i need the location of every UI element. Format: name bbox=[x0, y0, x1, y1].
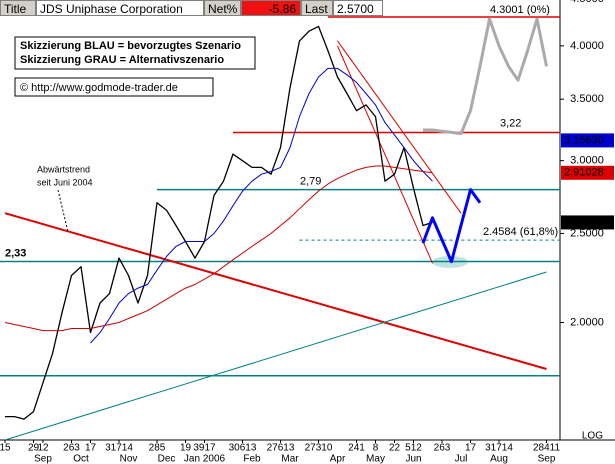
x-tick-label: 8 bbox=[373, 443, 379, 454]
x-month-label: Mar bbox=[281, 454, 299, 464]
x-month-label: Apr bbox=[330, 454, 346, 464]
x-tick-label: 15 bbox=[0, 443, 11, 454]
x-tick-label: 285 bbox=[149, 443, 166, 454]
x-month-label: Nov bbox=[120, 454, 138, 464]
x-month-label: Feb bbox=[243, 454, 261, 464]
x-month-label: Jul bbox=[455, 454, 468, 464]
copyright: © http://www.godmode-trader.de bbox=[20, 82, 178, 94]
plot: 2,33 2,79 3,22 4.3001 (0%) 2.4584 (61,8%) bbox=[0, 4, 560, 441]
price-tag bbox=[561, 133, 614, 148]
x-month-label: Sep bbox=[538, 454, 556, 464]
x-tick-label: 30613 bbox=[229, 443, 257, 454]
x-tick-label: 27613 bbox=[267, 443, 295, 454]
header-name: JDS Uniphase Corporation bbox=[36, 0, 204, 16]
x-tick-label: 22 bbox=[389, 443, 401, 454]
trend-line bbox=[337, 45, 433, 264]
x-tick-label: 241 bbox=[348, 443, 365, 454]
price-tag-label: 2.91028 bbox=[564, 167, 604, 179]
legend-box bbox=[14, 36, 256, 70]
y-tick-label: 2.0000 bbox=[570, 316, 604, 328]
x-tick-label: 263 bbox=[63, 443, 80, 454]
x-tick-label: 17 bbox=[85, 443, 97, 454]
series-line bbox=[5, 25, 433, 420]
header-label: Title bbox=[0, 0, 36, 16]
note: Skizzierung GRAU = Alternativszenario bbox=[20, 54, 224, 66]
series-line bbox=[423, 17, 548, 136]
x-month-label: Jan 2006 bbox=[184, 454, 226, 464]
x-month-label: Dec bbox=[158, 454, 176, 464]
scale-label: LOG bbox=[582, 431, 603, 442]
y-tick-label: 2.5000 bbox=[570, 227, 604, 239]
x-month-label: Sep bbox=[34, 454, 52, 464]
x-month-label: Oct bbox=[73, 454, 89, 464]
y-tick-label: 4.0000 bbox=[570, 40, 604, 52]
x-tick-label: 263 bbox=[434, 443, 451, 454]
x-tick-label: 28411 bbox=[533, 443, 561, 454]
y-tick-label: 4.5000 bbox=[570, 0, 604, 5]
price-tag-label: 3.15630 bbox=[564, 134, 604, 146]
price-tag-label: 2.5700 bbox=[564, 216, 598, 228]
trend-line bbox=[4, 212, 547, 370]
x-tick-label: 17 bbox=[465, 443, 477, 454]
x-month-label: Jun bbox=[405, 454, 421, 464]
x-tick-label: 27310 bbox=[305, 443, 333, 454]
x-month-label: Aug bbox=[490, 454, 508, 464]
x-tick-label: 12 bbox=[37, 443, 49, 454]
x-tick-label: 31714 bbox=[105, 443, 133, 454]
header-last: 2.5700 bbox=[333, 0, 383, 16]
x-tick-label: 19 bbox=[180, 443, 192, 454]
y-tick-label: 3.0000 bbox=[570, 155, 604, 167]
level-label: 4.3001 (0%) bbox=[490, 4, 550, 16]
note-arrow bbox=[57, 189, 69, 233]
y-tick-label: 3.5000 bbox=[570, 93, 604, 105]
series-line bbox=[90, 67, 433, 344]
note: Skizzierung BLAU = bevorzugtes Szenario bbox=[20, 40, 241, 52]
x-tick-label: 512 bbox=[405, 443, 422, 454]
x-tick-label: 31714 bbox=[485, 443, 513, 454]
x-tick-label: 3917 bbox=[193, 443, 216, 454]
level-label: 2.4584 (61,8%) bbox=[483, 226, 558, 238]
trend-line bbox=[337, 40, 462, 214]
price-tag bbox=[561, 215, 614, 230]
trend-line bbox=[4, 271, 547, 441]
x-tick-label: 29 bbox=[28, 443, 40, 454]
header-label: Last bbox=[301, 0, 333, 16]
x-month-label: May bbox=[366, 454, 385, 464]
copyright-box bbox=[14, 77, 214, 97]
header-label: Net% bbox=[204, 0, 241, 16]
series-line bbox=[4, 165, 433, 332]
level-label: 2,79 bbox=[300, 176, 321, 188]
level-label: 3,22 bbox=[500, 117, 521, 129]
note: seit Juni 2004 bbox=[37, 177, 93, 187]
note: Abwärtstrend bbox=[37, 164, 90, 174]
price-tag bbox=[561, 165, 614, 180]
series-line bbox=[421, 188, 482, 264]
header-net: -5.86 bbox=[241, 0, 301, 16]
level-label: 2,33 bbox=[5, 247, 26, 259]
